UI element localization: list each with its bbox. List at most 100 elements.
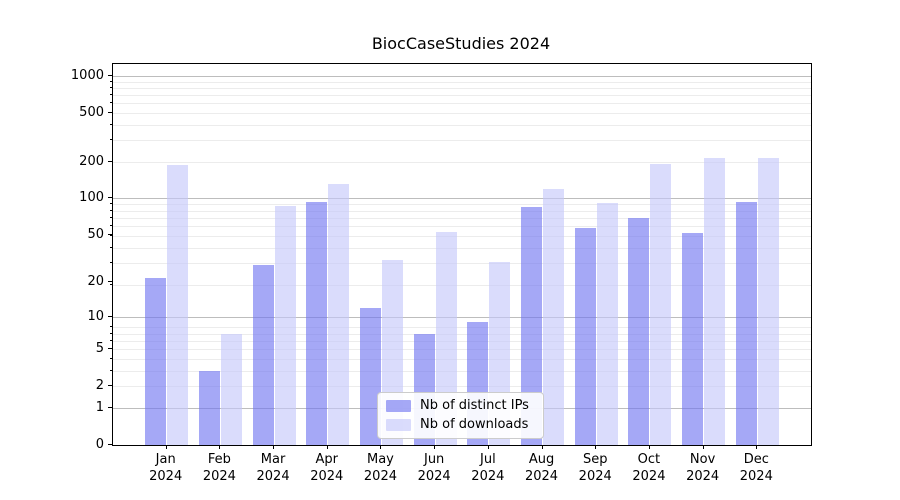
x-tick-mark bbox=[648, 445, 650, 449]
y-gridline-minor bbox=[113, 103, 811, 105]
legend-item-distinct-ips: Nb of distinct IPs bbox=[386, 399, 534, 413]
bar-downloads bbox=[650, 164, 672, 445]
y-gridline-minor bbox=[113, 385, 811, 387]
legend: Nb of distinct IPs Nb of downloads bbox=[377, 392, 544, 439]
y-tick-mark-minor bbox=[110, 339, 112, 341]
y-tick-mark-minor bbox=[110, 139, 112, 141]
y-tick-mark-minor bbox=[110, 112, 112, 114]
y-tick-mark-minor bbox=[110, 86, 112, 88]
x-tick-mark bbox=[541, 445, 543, 449]
y-tick-mark bbox=[108, 281, 112, 283]
x-tick-label: Jan 2024 bbox=[149, 452, 183, 484]
y-gridline-minor bbox=[113, 263, 811, 265]
y-gridline-minor bbox=[113, 95, 811, 97]
y-gridline-minor bbox=[113, 140, 811, 142]
bar-downloads bbox=[757, 157, 779, 445]
x-tick-label: Apr 2024 bbox=[310, 452, 344, 484]
y-gridline-minor bbox=[113, 124, 811, 126]
x-tick-mark bbox=[273, 445, 275, 449]
x-tick-label: Oct 2024 bbox=[632, 452, 666, 484]
y-tick-label: 1 bbox=[95, 399, 104, 415]
y-gridline-major bbox=[113, 316, 811, 318]
y-tick-mark bbox=[108, 406, 112, 408]
y-tick-mark-minor bbox=[110, 94, 112, 96]
y-gridline-major bbox=[113, 198, 811, 200]
bar-distinct-ips bbox=[145, 277, 167, 445]
y-tick-mark-minor bbox=[110, 332, 112, 334]
y-tick-label: 0 bbox=[95, 436, 104, 452]
y-tick-mark-minor bbox=[110, 225, 112, 227]
y-tick-mark-minor bbox=[110, 326, 112, 328]
y-tick-label: 2 bbox=[95, 377, 104, 393]
x-tick-label: Mar 2024 bbox=[256, 452, 290, 484]
legend-swatch-distinct-ips bbox=[386, 400, 411, 412]
x-tick-label: Sep 2024 bbox=[578, 452, 612, 484]
bar-distinct-ips bbox=[306, 202, 328, 445]
y-tick-label: 500 bbox=[79, 104, 104, 120]
bar-downloads bbox=[435, 232, 457, 445]
bar-distinct-ips bbox=[682, 233, 704, 445]
y-tick-label: 1000 bbox=[70, 68, 104, 83]
y-tick-mark-minor bbox=[110, 123, 112, 125]
y-tick-mark-minor bbox=[110, 246, 112, 248]
x-tick-mark bbox=[434, 445, 436, 449]
y-gridline-minor bbox=[113, 226, 811, 228]
x-tick-label: Dec 2024 bbox=[739, 452, 773, 484]
x-tick-mark bbox=[326, 445, 328, 449]
y-gridline-minor bbox=[113, 210, 811, 212]
x-tick-label: Feb 2024 bbox=[202, 452, 236, 484]
y-tick-mark-minor bbox=[110, 80, 112, 82]
bar-downloads bbox=[328, 183, 350, 445]
y-tick-mark-minor bbox=[110, 369, 112, 371]
bar-distinct-ips bbox=[198, 371, 220, 445]
legend-label-downloads: Nb of downloads bbox=[420, 417, 529, 432]
y-gridline-minor bbox=[113, 113, 811, 115]
y-tick-mark bbox=[108, 315, 112, 317]
legend-swatch-downloads bbox=[386, 419, 411, 431]
y-tick-label: 10 bbox=[87, 308, 104, 324]
x-tick-mark bbox=[702, 445, 704, 449]
y-tick-mark bbox=[108, 443, 112, 445]
bar-downloads bbox=[274, 206, 296, 445]
x-tick-mark bbox=[487, 445, 489, 449]
bar-distinct-ips bbox=[628, 217, 650, 445]
x-tick-mark bbox=[756, 445, 758, 449]
y-gridline-minor bbox=[113, 161, 811, 163]
bar-downloads bbox=[596, 202, 618, 445]
y-tick-mark-minor bbox=[110, 160, 112, 162]
y-gridline-minor bbox=[113, 204, 811, 206]
y-tick-mark-minor bbox=[110, 283, 112, 285]
bar-distinct-ips bbox=[735, 201, 757, 445]
bar-downloads bbox=[543, 188, 565, 445]
y-tick-label: 20 bbox=[87, 274, 104, 290]
y-tick-mark-minor bbox=[110, 102, 112, 104]
legend-label-distinct-ips: Nb of distinct IPs bbox=[420, 398, 529, 413]
y-gridline-minor bbox=[113, 247, 811, 249]
y-tick-mark bbox=[108, 384, 112, 386]
y-gridline-minor bbox=[113, 327, 811, 329]
y-tick-label: 5 bbox=[95, 340, 104, 356]
y-tick-mark-minor bbox=[110, 262, 112, 264]
y-tick-label: 200 bbox=[79, 153, 104, 169]
y-gridline-minor bbox=[113, 333, 811, 335]
bar-distinct-ips bbox=[521, 207, 543, 445]
y-gridline-minor bbox=[113, 87, 811, 89]
y-tick-mark bbox=[108, 347, 112, 349]
y-gridline-minor bbox=[113, 358, 811, 360]
x-tick-mark bbox=[595, 445, 597, 449]
y-tick-mark-minor bbox=[110, 216, 112, 218]
x-tick-label: Jul 2024 bbox=[471, 452, 505, 484]
bar-downloads bbox=[167, 164, 189, 445]
plot-area bbox=[112, 63, 812, 446]
x-tick-label: Nov 2024 bbox=[686, 452, 720, 484]
x-tick-label: Aug 2024 bbox=[524, 452, 559, 484]
y-gridline-minor bbox=[113, 81, 811, 83]
y-tick-label: 50 bbox=[87, 226, 104, 242]
y-tick-mark-minor bbox=[110, 203, 112, 205]
bar-distinct-ips bbox=[574, 228, 596, 445]
y-gridline-minor bbox=[113, 284, 811, 286]
y-gridline-minor bbox=[113, 217, 811, 219]
y-tick-mark bbox=[108, 233, 112, 235]
y-gridline-major bbox=[113, 76, 811, 77]
